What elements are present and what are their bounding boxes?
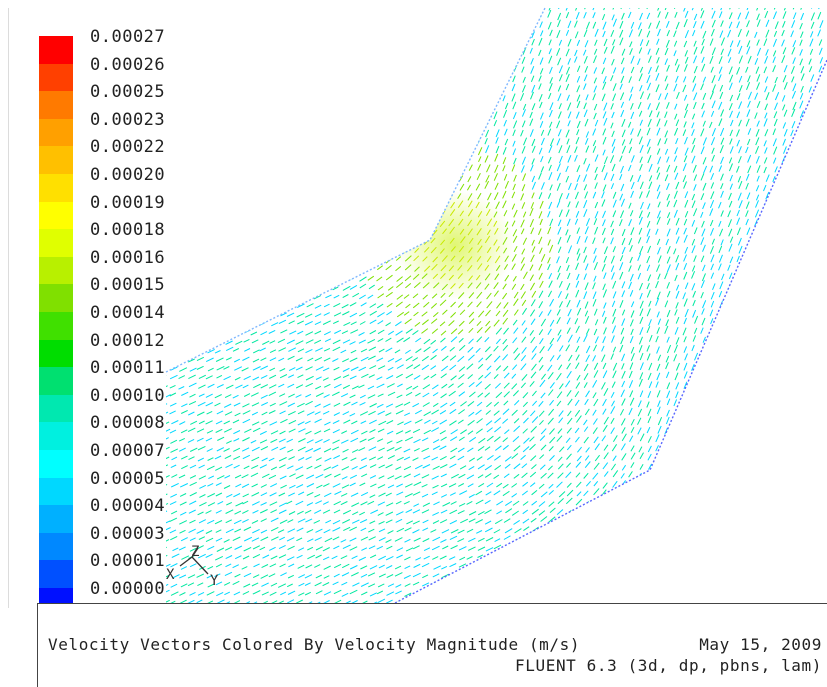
legend-swatch bbox=[39, 450, 73, 478]
legend-label: 0.00007 bbox=[90, 442, 165, 460]
legend-label: 0.00027 bbox=[90, 28, 165, 46]
legend-swatch bbox=[39, 202, 73, 230]
legend-label: 0.00003 bbox=[90, 525, 165, 543]
legend-swatch bbox=[39, 146, 73, 174]
legend-label: 0.00018 bbox=[90, 221, 165, 239]
legend-swatch bbox=[39, 257, 73, 285]
legend-label: 0.00014 bbox=[90, 304, 165, 322]
legend-swatch bbox=[39, 229, 73, 257]
plot-caption: Velocity Vectors Colored By Velocity Mag… bbox=[48, 635, 580, 654]
legend-label: 0.00004 bbox=[90, 497, 165, 515]
legend-label: 0.00001 bbox=[90, 552, 165, 570]
legend-label: 0.00012 bbox=[90, 332, 165, 350]
legend-label: 0.00020 bbox=[90, 166, 165, 184]
legend-swatch bbox=[39, 478, 73, 506]
plot-date: May 15, 2009 bbox=[699, 635, 822, 654]
axis-x-label: X bbox=[166, 567, 175, 583]
legend-label: 0.00011 bbox=[90, 359, 165, 377]
legend-label: 0.00016 bbox=[90, 249, 165, 267]
legend-swatch bbox=[39, 36, 73, 64]
title-box: Velocity Vectors Colored By Velocity Mag… bbox=[37, 603, 827, 687]
axes-triad: X Y Z bbox=[166, 544, 219, 589]
legend-swatch bbox=[39, 91, 73, 119]
legend-label: 0.00015 bbox=[90, 276, 165, 294]
axis-y-label: Y bbox=[210, 573, 219, 589]
legend-swatch bbox=[39, 367, 73, 395]
legend-label: 0.00019 bbox=[90, 194, 165, 212]
legend-swatch bbox=[39, 340, 73, 368]
legend-label: 0.00008 bbox=[90, 414, 165, 432]
legend-swatch bbox=[39, 64, 73, 92]
axis-z-label: Z bbox=[191, 544, 199, 560]
legend-swatch bbox=[39, 505, 73, 533]
legend-label: 0.00023 bbox=[90, 111, 165, 129]
legend-swatch bbox=[39, 284, 73, 312]
legend-swatch bbox=[39, 174, 73, 202]
legend-label: 0.00010 bbox=[90, 387, 165, 405]
legend-label: 0.00026 bbox=[90, 56, 165, 74]
legend-label: 0.00000 bbox=[90, 580, 165, 598]
vector-arrows bbox=[161, 1, 824, 605]
legend-swatch bbox=[39, 312, 73, 340]
legend-label: 0.00022 bbox=[90, 138, 165, 156]
legend-swatch bbox=[39, 119, 73, 147]
legend-swatch bbox=[39, 422, 73, 450]
high-velocity-region bbox=[395, 190, 515, 300]
inner-wall bbox=[166, 8, 545, 372]
outer-wall bbox=[395, 60, 827, 603]
legend-label: 0.00025 bbox=[90, 83, 165, 101]
legend-swatch bbox=[39, 533, 73, 561]
solver-info: FLUENT 6.3 (3d, dp, pbns, lam) bbox=[515, 656, 822, 675]
legend-label: 0.00005 bbox=[90, 470, 165, 488]
legend-swatch bbox=[39, 395, 73, 423]
legend-swatch bbox=[39, 560, 73, 588]
